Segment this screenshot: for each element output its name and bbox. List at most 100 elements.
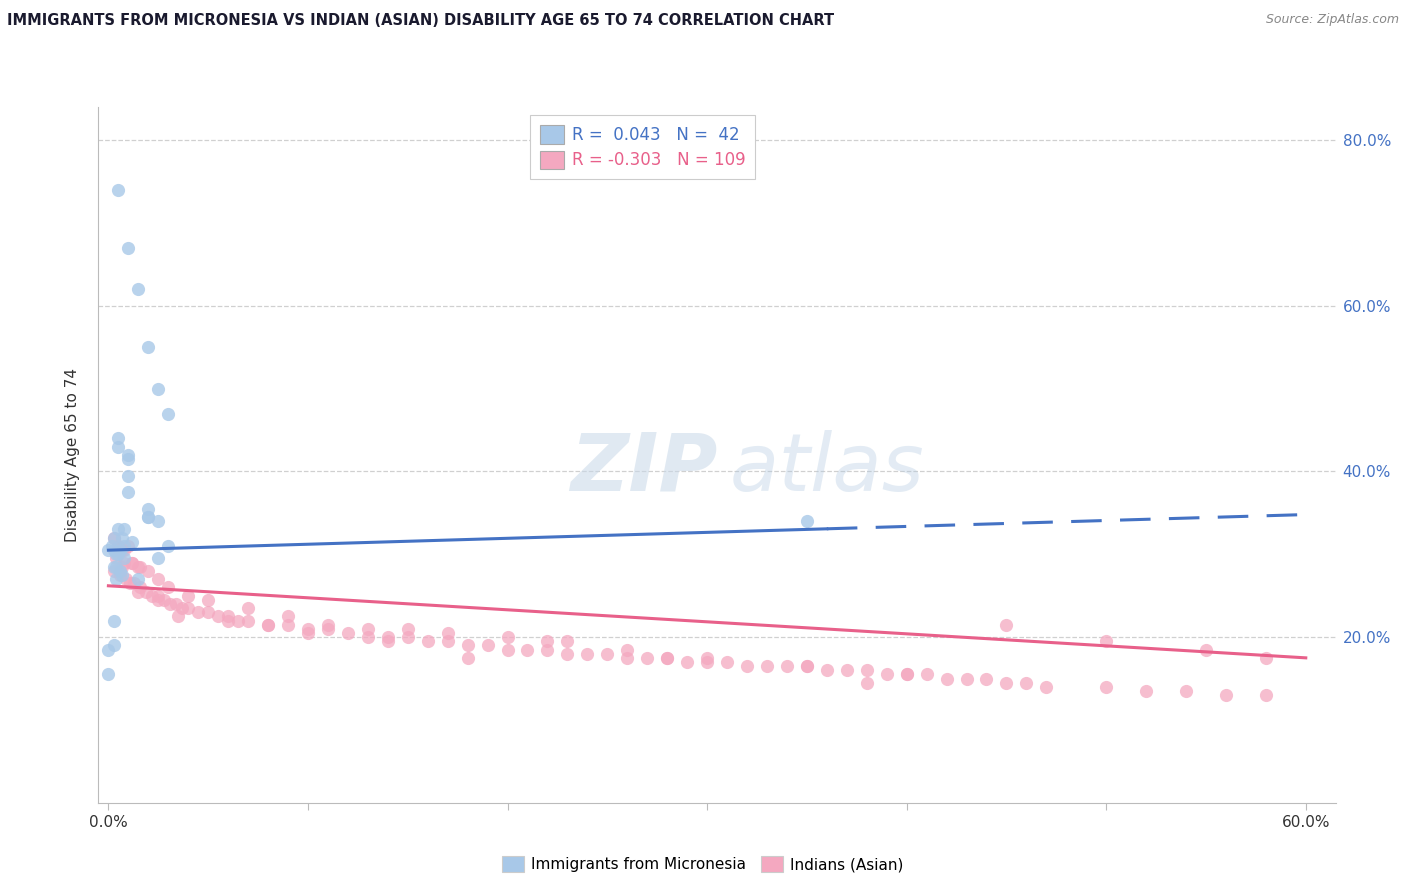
Point bbox=[110, 564, 132, 578]
Point bbox=[536, 642, 558, 657]
Point bbox=[121, 535, 143, 549]
Point bbox=[516, 642, 538, 657]
Point bbox=[120, 576, 142, 591]
Legend: Immigrants from Micronesia, Indians (Asian): Immigrants from Micronesia, Indians (Asi… bbox=[495, 848, 911, 880]
Point bbox=[735, 659, 758, 673]
Point bbox=[111, 543, 134, 558]
Point bbox=[1035, 680, 1057, 694]
Point bbox=[297, 622, 319, 636]
Point bbox=[136, 510, 159, 524]
Point bbox=[107, 440, 129, 454]
Point bbox=[377, 630, 399, 644]
Point bbox=[496, 630, 519, 644]
Point bbox=[616, 651, 638, 665]
Point bbox=[217, 609, 239, 624]
Point bbox=[165, 597, 187, 611]
Point bbox=[115, 572, 138, 586]
Point bbox=[557, 634, 579, 648]
Point bbox=[396, 630, 419, 644]
Point bbox=[103, 564, 125, 578]
Point bbox=[127, 584, 149, 599]
Point bbox=[436, 634, 458, 648]
Point bbox=[112, 539, 135, 553]
Point bbox=[696, 651, 718, 665]
Point bbox=[177, 601, 200, 615]
Point bbox=[657, 651, 679, 665]
Point bbox=[257, 617, 280, 632]
Point bbox=[396, 622, 419, 636]
Point bbox=[236, 614, 259, 628]
Point bbox=[157, 407, 180, 421]
Point bbox=[103, 543, 125, 558]
Point bbox=[127, 282, 149, 296]
Point bbox=[107, 547, 129, 561]
Point bbox=[107, 431, 129, 445]
Point bbox=[148, 382, 170, 396]
Point bbox=[496, 642, 519, 657]
Point bbox=[636, 651, 658, 665]
Point bbox=[596, 647, 619, 661]
Point bbox=[796, 659, 818, 673]
Point bbox=[157, 539, 180, 553]
Point bbox=[1175, 684, 1198, 698]
Point bbox=[153, 592, 176, 607]
Point bbox=[277, 617, 299, 632]
Point bbox=[187, 605, 209, 619]
Point bbox=[103, 531, 125, 545]
Point bbox=[436, 626, 458, 640]
Point bbox=[416, 634, 439, 648]
Point bbox=[112, 543, 135, 558]
Point bbox=[226, 614, 249, 628]
Point bbox=[855, 663, 877, 677]
Point bbox=[97, 642, 120, 657]
Point bbox=[141, 589, 163, 603]
Point bbox=[159, 597, 181, 611]
Point bbox=[110, 543, 132, 558]
Point bbox=[107, 183, 129, 197]
Point bbox=[197, 605, 219, 619]
Point bbox=[148, 592, 170, 607]
Point bbox=[576, 647, 599, 661]
Point bbox=[1254, 651, 1277, 665]
Legend: R =  0.043   N =  42, R = -0.303   N = 109: R = 0.043 N = 42, R = -0.303 N = 109 bbox=[530, 115, 755, 179]
Point bbox=[995, 617, 1018, 632]
Point bbox=[105, 572, 128, 586]
Point bbox=[217, 614, 239, 628]
Point bbox=[129, 581, 152, 595]
Point bbox=[1215, 688, 1237, 702]
Point bbox=[148, 551, 170, 566]
Point bbox=[97, 543, 120, 558]
Point bbox=[1135, 684, 1157, 698]
Text: ZIP: ZIP bbox=[569, 430, 717, 508]
Point bbox=[157, 581, 180, 595]
Point bbox=[136, 501, 159, 516]
Point bbox=[117, 452, 139, 467]
Point bbox=[103, 639, 125, 653]
Point bbox=[557, 647, 579, 661]
Point bbox=[457, 639, 479, 653]
Point bbox=[976, 672, 998, 686]
Point bbox=[117, 468, 139, 483]
Point bbox=[1195, 642, 1218, 657]
Point bbox=[1015, 675, 1038, 690]
Text: IMMIGRANTS FROM MICRONESIA VS INDIAN (ASIAN) DISABILITY AGE 65 TO 74 CORRELATION: IMMIGRANTS FROM MICRONESIA VS INDIAN (AS… bbox=[7, 13, 834, 29]
Point bbox=[107, 539, 129, 553]
Point bbox=[148, 589, 170, 603]
Point bbox=[835, 663, 858, 677]
Y-axis label: Disability Age 65 to 74: Disability Age 65 to 74 bbox=[65, 368, 80, 542]
Point bbox=[111, 568, 134, 582]
Point bbox=[915, 667, 938, 681]
Text: atlas: atlas bbox=[730, 430, 924, 508]
Point bbox=[103, 531, 125, 545]
Point bbox=[124, 576, 146, 591]
Point bbox=[935, 672, 957, 686]
Text: Source: ZipAtlas.com: Source: ZipAtlas.com bbox=[1265, 13, 1399, 27]
Point bbox=[477, 639, 499, 653]
Point bbox=[117, 539, 139, 553]
Point bbox=[357, 630, 380, 644]
Point bbox=[457, 651, 479, 665]
Point bbox=[277, 609, 299, 624]
Point bbox=[136, 510, 159, 524]
Point bbox=[796, 659, 818, 673]
Point bbox=[536, 634, 558, 648]
